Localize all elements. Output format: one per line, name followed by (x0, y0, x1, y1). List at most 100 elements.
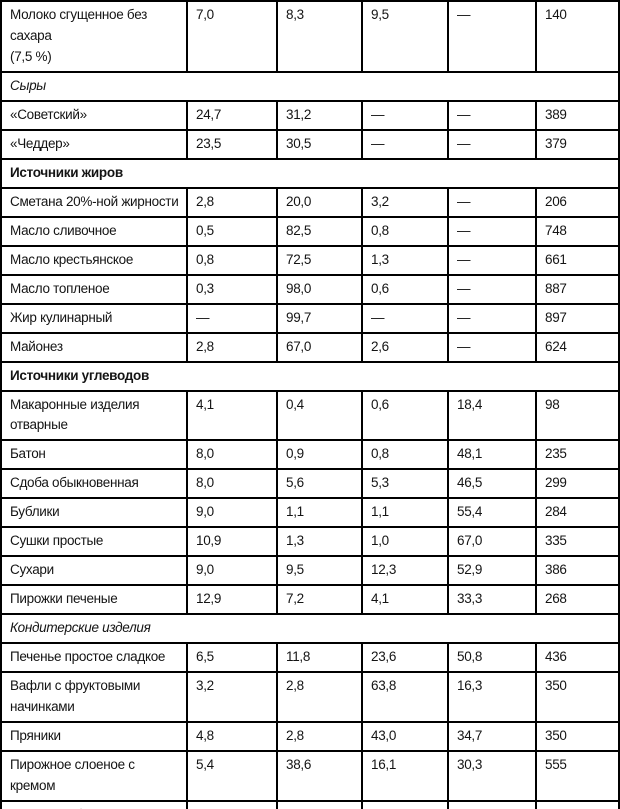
food-name-cell: Бублики (0, 497, 188, 529)
value-cell: 335 (535, 526, 620, 558)
value-cell: 206 (535, 186, 620, 218)
food-name-cell: Жир кулинарный (0, 302, 188, 334)
value-cell: 18,4 (447, 389, 537, 442)
food-name-cell: Сухари (0, 555, 188, 587)
value-cell: 3,2 (186, 671, 278, 724)
value-cell: 299 (535, 468, 620, 500)
value-cell: 386 (535, 555, 620, 587)
value-cell: 50,8 (447, 642, 537, 674)
value-cell: 0,9 (276, 439, 363, 471)
section-header-label: Сыры (0, 70, 620, 102)
food-name-cell: Масло сливочное (0, 215, 188, 247)
value-cell: 4,1 (361, 584, 449, 616)
value-cell: 661 (535, 244, 620, 276)
value-cell: 1,3 (276, 526, 363, 558)
value-cell: 82,5 (276, 215, 363, 247)
value-cell: 0,4 (276, 389, 363, 442)
value-cell: 9,5 (361, 0, 449, 73)
table-row: Молоко сгущенное без сахара (7,5 %) 7,0 8,… (0, 0, 620, 73)
value-cell: 52,9 (447, 555, 537, 587)
food-name-cell: Масло топленое (0, 273, 188, 305)
value-cell: 7,2 (276, 584, 363, 616)
value-cell: 23,5 (186, 128, 278, 160)
food-name-cell: Майонез (0, 331, 188, 363)
value-cell: 98 (535, 389, 620, 442)
value-cell: 12,9 (186, 584, 278, 616)
value-cell: 0,8 (361, 215, 449, 247)
value-cell: 48,1 (447, 439, 537, 471)
section-header-row: Кондитерские изделия (0, 613, 620, 645)
value-cell: 38,6 (276, 750, 363, 802)
value-cell: 389 (535, 99, 620, 131)
table-row: «Чеддер» 23,5 30,5— —379 (0, 128, 620, 160)
value-cell: 8,0 (186, 439, 278, 471)
table-row: Макаронные изделия отварные 4,1 0,4 0,6 18,4… (0, 389, 620, 442)
food-name-cell: Пирожное слоеное с кремом (0, 750, 188, 802)
value-cell: 268 (535, 584, 620, 616)
value-cell: 6,5 (186, 642, 278, 674)
value-cell: 2,8 (276, 721, 363, 753)
table-row: Сухари 9,0 9,5 12,3 52,9 386 (0, 555, 620, 587)
value-cell: 1,3 (361, 244, 449, 276)
value-cell: 67,0 (276, 331, 363, 363)
value-cell: 55,6 (361, 799, 449, 809)
value-cell: 897 (535, 302, 620, 334)
value-cell: 55,4 (447, 497, 537, 529)
table-row: Масло сливочное 0,5 82,5 0,8—748 (0, 215, 620, 247)
value-cell: 4,8 (186, 721, 278, 753)
value-cell: 8,3 (276, 0, 363, 73)
value-cell: 9,5 (276, 555, 363, 587)
value-cell: 887 (535, 273, 620, 305)
section-header-label: Источники углеводов (0, 360, 620, 392)
value-cell: 63,8 (361, 671, 449, 724)
value-cell: 4,1 (186, 389, 278, 442)
value-cell: 5,6 (276, 468, 363, 500)
value-cell: — (186, 302, 278, 334)
value-cell: — (361, 302, 449, 334)
value-cell: 1,0 (361, 526, 449, 558)
value-cell: 379 (535, 128, 620, 160)
value-cell: 5,3 (361, 468, 449, 500)
food-name-cell: Сметана 20%-ной жирности (0, 186, 188, 218)
value-cell: — (447, 186, 537, 218)
value-cell: 235 (535, 439, 620, 471)
food-name-cell: Молоко сгущенное без сахара (7,5 %) (0, 0, 188, 73)
food-name-cell: «Советский» (0, 99, 188, 131)
value-cell: 98,0 (276, 273, 363, 305)
value-cell: — (361, 128, 449, 160)
value-cell: 2,8 (276, 671, 363, 724)
value-cell: 99,7 (276, 302, 363, 334)
value-cell: 20,0 (276, 186, 363, 218)
table-row: Сушки простые 10,9 1,3 1,0 67,0 335 (0, 526, 620, 558)
food-name-cell: Вафли с фруктовыми начинками (0, 671, 188, 724)
value-cell: 33,3 (447, 584, 537, 616)
value-cell: — (447, 244, 537, 276)
value-cell: — (447, 99, 537, 131)
value-cell: 11,8 (276, 642, 363, 674)
value-cell: 748 (535, 215, 620, 247)
table-row: Бублики 9,0 1,1 1,1 55,4 284 (0, 497, 620, 529)
value-cell: 9,3 (276, 799, 363, 809)
food-name-cell: Батон (0, 439, 188, 471)
food-name-cell: Сдоба обыкновенная (0, 468, 188, 500)
food-name-cell: Пряники (0, 721, 188, 753)
value-cell: 624 (535, 331, 620, 363)
value-cell: 5,4 (186, 750, 278, 802)
section-header-row: Источники углеводов (0, 360, 620, 392)
table-row: Пирожки печеные 12,9 7,2 4,1 33,3 268 (0, 584, 620, 616)
value-cell: 436 (535, 642, 620, 674)
food-name-cell: Печенье простое сладкое (0, 642, 188, 674)
table-row: Сдоба обыкновенная 8,0 5,6 5,3 46,5 299 (0, 468, 620, 500)
food-name-cell: «Чеддер» (0, 128, 188, 160)
value-cell: 1,1 (361, 497, 449, 529)
table-row: Пирожное бисквитное4,79,355,68,6351 (0, 799, 620, 809)
value-cell: 350 (535, 671, 620, 724)
value-cell: 12,3 (361, 555, 449, 587)
value-cell: — (447, 0, 537, 73)
section-header-label: Кондитерские изделия (0, 613, 620, 645)
value-cell: 2,8 (186, 331, 278, 363)
table-row: Печенье простое сладкое 6,5 11,8 23,6 50,8 43… (0, 642, 620, 674)
